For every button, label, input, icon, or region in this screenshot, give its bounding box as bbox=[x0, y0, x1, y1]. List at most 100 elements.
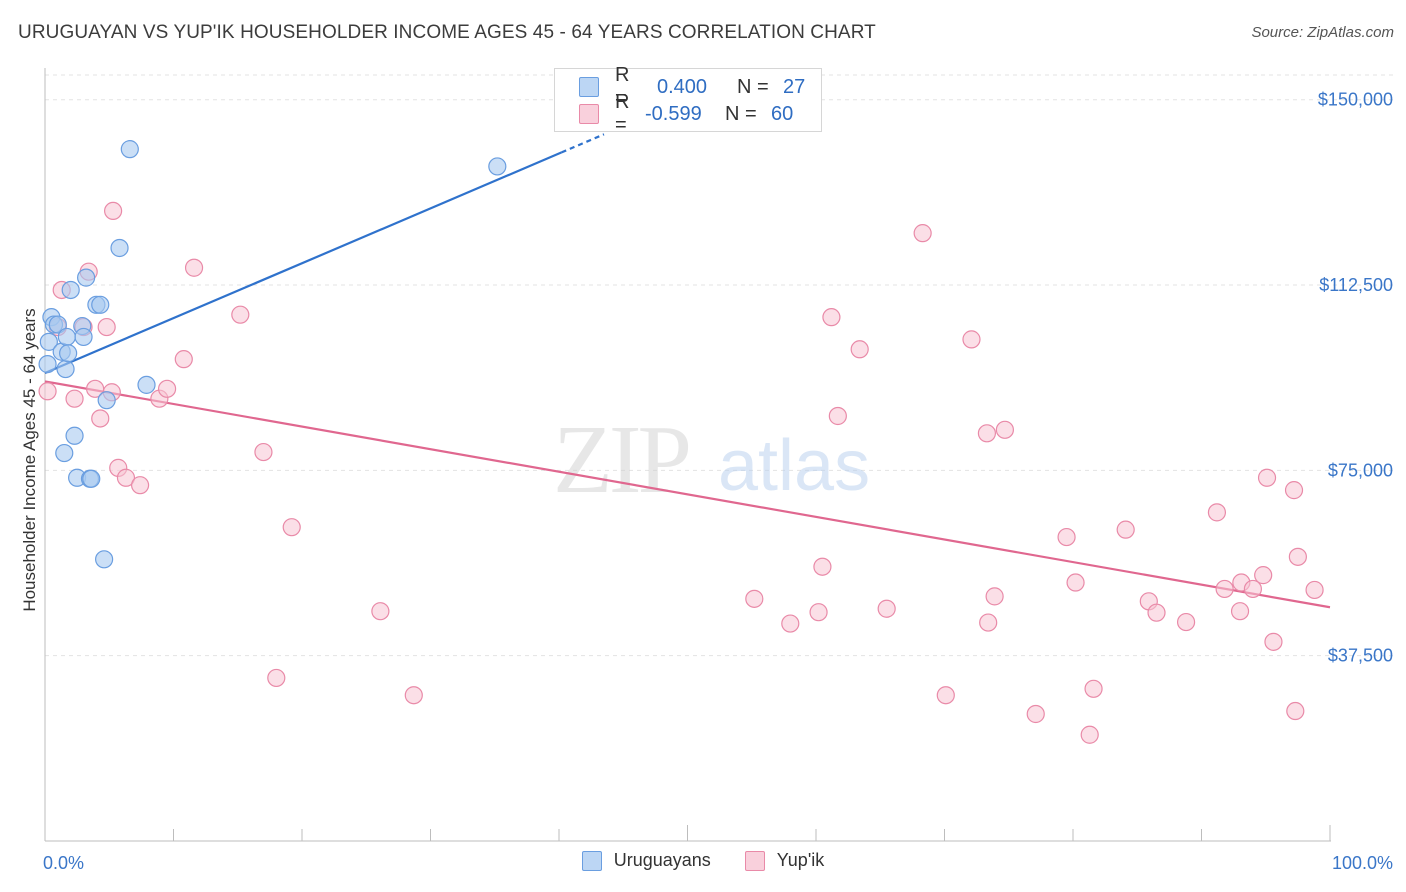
yupik-point bbox=[962, 330, 981, 349]
y-tick-label: $37,500 bbox=[1328, 646, 1393, 666]
yupik-point bbox=[254, 442, 273, 462]
watermark: ZIP atlas bbox=[553, 406, 870, 514]
legend-r-value: 0.400 bbox=[657, 75, 708, 98]
legend-r-label: R = bbox=[615, 64, 630, 109]
yupik-point bbox=[936, 686, 955, 705]
yupik-point bbox=[1288, 547, 1307, 566]
yupik-point bbox=[1207, 503, 1227, 522]
yupik-point bbox=[809, 603, 828, 622]
uruguayan-point bbox=[61, 280, 80, 300]
legend-item-yupik[interactable]: Yup'ik bbox=[744, 850, 825, 871]
uruguayan-point bbox=[38, 355, 57, 374]
yupik-point bbox=[850, 340, 869, 359]
uruguayan-point bbox=[74, 327, 93, 347]
watermark-atlas: atlas bbox=[718, 426, 870, 506]
yupik-point bbox=[828, 406, 847, 426]
yupik-point bbox=[38, 382, 57, 401]
y-axis-title: Householder Income Ages 45 - 64 years bbox=[20, 308, 39, 611]
yupik-point bbox=[1286, 701, 1305, 721]
yupik-point bbox=[1284, 481, 1304, 500]
x-tick-label: 100.0% bbox=[1332, 853, 1393, 873]
x-tick-label: 0.0% bbox=[43, 853, 84, 873]
legend-n-value: 60 bbox=[771, 102, 794, 125]
yupik-point bbox=[1057, 527, 1076, 547]
yupik-point bbox=[813, 557, 832, 576]
trend-lines bbox=[44, 133, 1331, 609]
yupik-point bbox=[116, 468, 136, 487]
watermark-zip: ZIP bbox=[553, 406, 688, 514]
yupik-point bbox=[267, 668, 286, 688]
yupik-point bbox=[157, 379, 177, 398]
yupik-point bbox=[985, 587, 1004, 606]
uruguayan-point bbox=[48, 315, 67, 334]
legend-label-yupik: Yup'ik bbox=[776, 850, 825, 870]
uruguayan-point bbox=[59, 344, 78, 363]
uruguayan-point bbox=[95, 550, 114, 569]
chart-title: URUGUAYAN VS YUP'IK HOUSEHOLDER INCOME A… bbox=[18, 22, 876, 43]
yupik-point bbox=[1080, 725, 1099, 744]
yupik-point bbox=[877, 599, 896, 618]
source-label: Source: ZipAtlas.com bbox=[1251, 24, 1394, 41]
uruguayan-point bbox=[82, 469, 101, 488]
legend-n-label: N = bbox=[737, 75, 769, 98]
uruguayan-point bbox=[55, 443, 74, 463]
yupik-point bbox=[1305, 580, 1324, 600]
yupik-point bbox=[995, 420, 1014, 439]
yupik-point bbox=[745, 589, 764, 608]
legend-n-label: N = bbox=[725, 102, 757, 125]
legend-swatch-pink bbox=[579, 104, 599, 124]
yupik-point bbox=[913, 224, 932, 243]
yupik-point bbox=[282, 518, 301, 537]
yupik-point bbox=[781, 614, 800, 633]
legend-swatch-pink bbox=[744, 850, 765, 871]
legend-label-uruguayans: Uruguayans bbox=[613, 850, 711, 870]
yupik-point bbox=[65, 389, 84, 408]
stats-legend: R = 0.400 N = 27 R = -0.599 N = 60 bbox=[554, 64, 822, 136]
yupik-point bbox=[130, 476, 150, 495]
yupik-point bbox=[1243, 579, 1263, 599]
uruguayan-point bbox=[56, 359, 75, 379]
uruguayan-trend-extension bbox=[561, 133, 605, 154]
yupik-point bbox=[1116, 520, 1135, 539]
yupik-trend-line bbox=[44, 380, 1331, 609]
yupik-point bbox=[371, 602, 390, 621]
axes bbox=[44, 68, 1331, 842]
y-tick-label: $150,000 bbox=[1318, 90, 1393, 110]
yupik-point bbox=[404, 686, 423, 705]
yupik-point bbox=[1230, 602, 1250, 621]
uruguayan-points bbox=[38, 140, 507, 569]
yupik-point bbox=[1254, 566, 1273, 585]
legend-row-uruguayans: R = 0.400 N = 27 bbox=[579, 64, 806, 109]
yupik-point bbox=[1147, 603, 1166, 622]
yupik-point bbox=[97, 317, 116, 337]
uruguayan-point bbox=[91, 295, 110, 314]
yupik-point bbox=[1084, 679, 1103, 698]
gridlines bbox=[45, 74, 1395, 657]
legend-r-label: R = bbox=[615, 91, 630, 136]
legend-r-value: -0.599 bbox=[645, 102, 702, 125]
uruguayan-point bbox=[137, 375, 156, 394]
tick-labels: $37,500 $75,000 $112,500 $150,000 0.0% 100.0% bbox=[43, 90, 1393, 873]
yupik-point bbox=[1215, 579, 1234, 599]
legend-n-value: 27 bbox=[783, 75, 806, 98]
yupik-point bbox=[977, 424, 997, 443]
legend-row-yupik: R = -0.599 N = 60 bbox=[579, 91, 794, 136]
uruguayan-trend-line bbox=[44, 151, 563, 375]
yupik-point bbox=[104, 201, 123, 221]
yupik-point bbox=[91, 409, 110, 428]
yupik-point bbox=[1066, 573, 1085, 592]
uruguayan-point bbox=[57, 327, 76, 347]
yupik-point bbox=[231, 305, 250, 324]
uruguayan-point bbox=[97, 391, 116, 410]
legend-swatch-blue bbox=[579, 77, 599, 97]
yupik-point bbox=[1257, 468, 1277, 487]
uruguayan-point bbox=[110, 238, 129, 258]
uruguayan-point bbox=[65, 426, 84, 445]
y-tick-label: $75,000 bbox=[1328, 460, 1393, 480]
uruguayan-point bbox=[39, 332, 58, 351]
yupik-point bbox=[184, 258, 204, 277]
y-tick-label: $112,500 bbox=[1319, 275, 1393, 295]
legend-item-uruguayans[interactable]: Uruguayans bbox=[581, 850, 711, 871]
yupik-point bbox=[1264, 632, 1283, 651]
